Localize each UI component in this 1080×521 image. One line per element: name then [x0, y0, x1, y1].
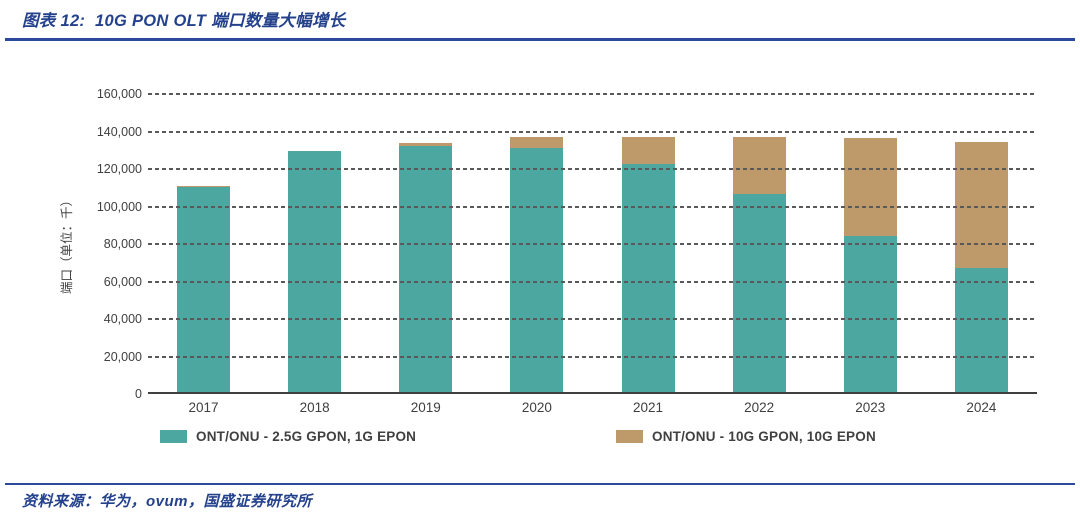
gridline-40000 [148, 318, 1037, 320]
bar-segment-2024-series1 [954, 142, 1008, 269]
gridline-80000 [148, 243, 1037, 245]
source-note: 资料来源：华为，ovum，国盛证券研究所 [22, 493, 313, 510]
bar-column-2021 [593, 94, 704, 392]
legend-label-gpon-25g: ONT/ONU - 2.5G GPON, 1G EPON [196, 429, 417, 444]
legend-label-gpon-10g: ONT/ONU - 10G GPON, 10G EPON [652, 429, 876, 444]
bar-column-2022 [704, 94, 815, 392]
bar-column-2019 [370, 94, 481, 392]
gridline-100000 [148, 205, 1037, 208]
x-tick-label-2018: 2018 [299, 400, 330, 415]
x-tick-label-2022: 2022 [744, 400, 775, 415]
bar-segment-2019-series0 [399, 146, 453, 392]
legend-item-gpon-10g: ONT/ONU - 10G GPON, 10G EPON [616, 429, 876, 444]
bar-stack-2020 [510, 137, 564, 392]
y-tick-label-100000: 100,000 [96, 199, 142, 214]
bar-segment-2018-series1 [288, 150, 342, 152]
bar-stack-2018 [288, 150, 342, 392]
figure-title: 图表 12: 10G PON OLT 端口数量大幅增长 [22, 12, 346, 30]
bar-column-2018 [259, 94, 370, 392]
y-tick-label-60000: 60,000 [103, 274, 142, 289]
bar-column-2024 [926, 94, 1037, 392]
bar-stack-2022 [732, 137, 786, 392]
bar-stack-2024 [954, 142, 1008, 392]
y-tick-label-40000: 40,000 [103, 312, 142, 326]
x-tick-label-2024: 2024 [966, 400, 997, 415]
legend-swatch-teal [160, 430, 187, 443]
bar-stack-2023 [843, 137, 897, 392]
bar-segment-2020-series1 [510, 137, 564, 148]
y-axis-labels: 0 20,000 40,000 60,000 80,000 100,000 120,000 1… [55, 87, 142, 401]
x-tick-label-2020: 2020 [521, 400, 552, 415]
bars-layer [148, 94, 1037, 392]
legend-item-gpon-25g: ONT/ONU - 2.5G GPON, 1G EPON [160, 429, 416, 444]
y-tick-label-0: 0 [135, 387, 142, 401]
bar-segment-2022-series1 [732, 137, 786, 194]
bar-stack-2019 [399, 143, 453, 392]
bar-segment-2022-series0 [732, 193, 786, 392]
bar-column-2017 [148, 94, 259, 392]
y-tick-label-140000: 140,000 [96, 124, 142, 139]
y-tick-label-80000: 80,000 [103, 237, 142, 251]
gridline-120000 [148, 168, 1037, 170]
y-tick-label-120000: 120,000 [96, 162, 142, 176]
bar-segment-2021-series1 [621, 137, 675, 164]
bar-segment-2017-series0 [177, 187, 231, 392]
bar-segment-2018-series0 [288, 151, 342, 392]
x-tick-label-2019: 2019 [410, 400, 441, 415]
gridline-60000 [148, 280, 1037, 283]
bar-segment-2023-series1 [843, 137, 897, 236]
bar-segment-2017-series1 [177, 186, 231, 188]
bar-segment-2024-series0 [954, 268, 1008, 392]
title-divider-rule [5, 38, 1075, 41]
bar-segment-2023-series0 [843, 236, 897, 392]
x-axis-labels: 2017 2018 2019 2020 2021 2022 2023 2024 [148, 400, 1037, 415]
plot-area [148, 93, 1037, 394]
source-divider-rule [5, 483, 1075, 485]
bar-column-2023 [815, 94, 926, 392]
bar-stack-2021 [621, 137, 675, 392]
bar-segment-2021-series0 [621, 163, 675, 392]
bar-stack-2017 [177, 186, 231, 392]
y-tick-label-20000: 20,000 [103, 349, 142, 364]
y-tick-label-160000: 160,000 [96, 87, 142, 101]
bar-segment-2020-series0 [510, 147, 564, 392]
gridline-160000 [148, 93, 1037, 95]
x-tick-label-2017: 2017 [188, 400, 219, 415]
legend-swatch-tan [616, 430, 643, 443]
gridline-20000 [148, 355, 1037, 358]
bar-column-2020 [481, 94, 592, 392]
x-tick-label-2023: 2023 [855, 400, 886, 415]
x-tick-label-2021: 2021 [633, 400, 664, 415]
bar-segment-2019-series1 [399, 143, 453, 147]
gridline-140000 [148, 130, 1037, 133]
